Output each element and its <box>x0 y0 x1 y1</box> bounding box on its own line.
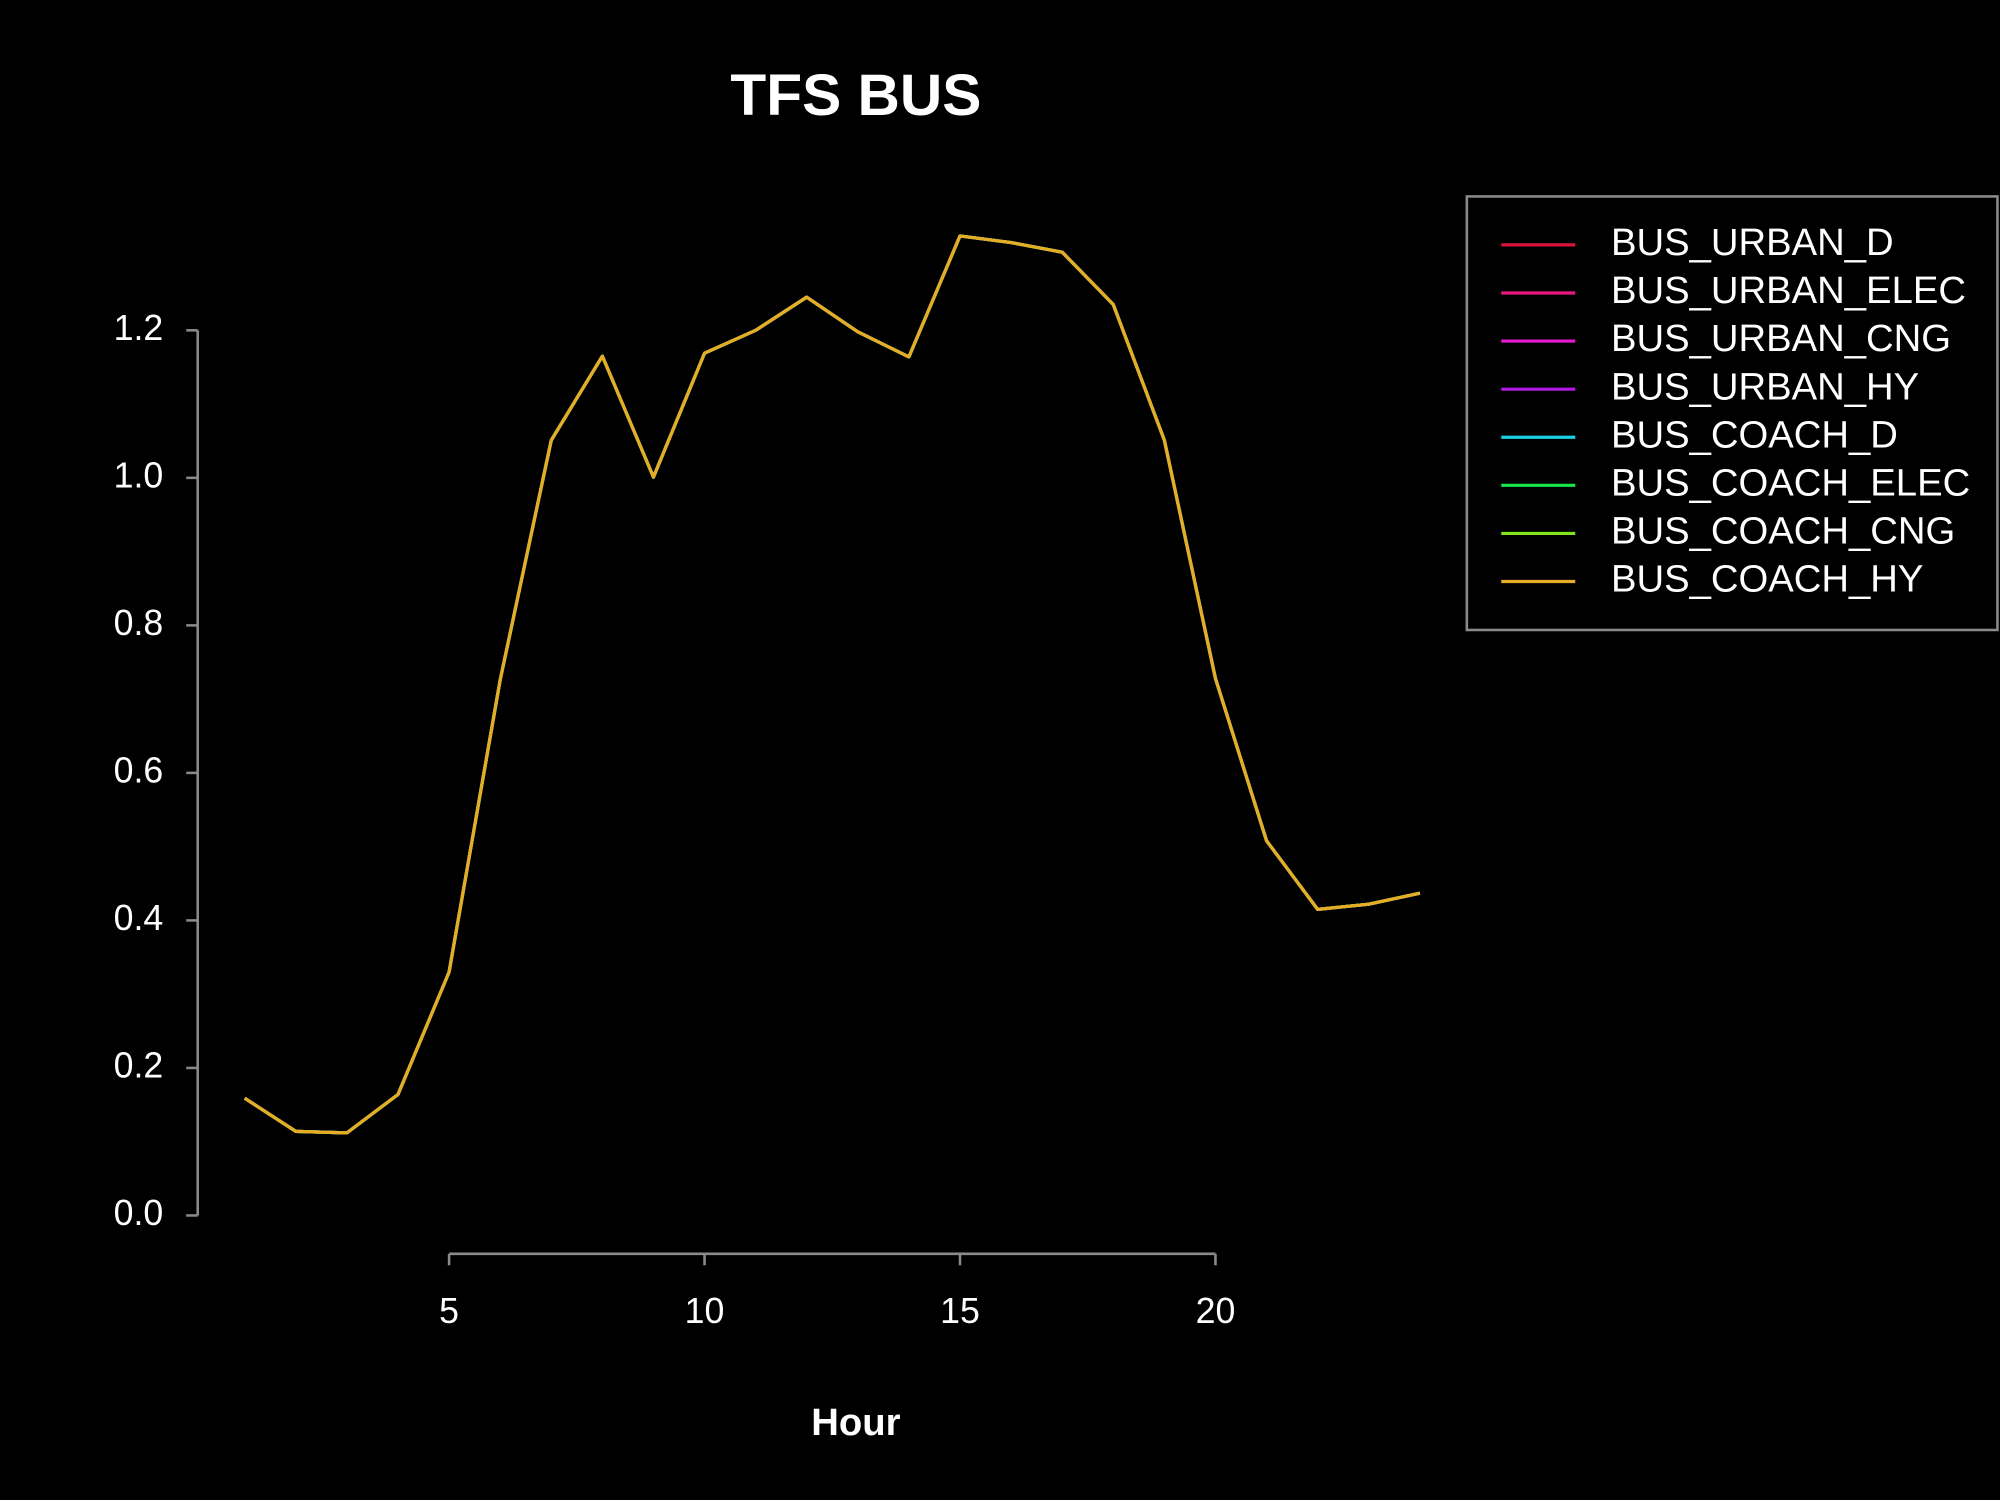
y-tick-label: 0.0 <box>114 1193 164 1233</box>
series-line <box>243 234 1421 1135</box>
y-tick-label: 1.0 <box>114 455 164 495</box>
y-tick-label: 0.4 <box>114 898 164 938</box>
series-line <box>243 234 1421 1135</box>
legend-label: BUS_COACH_CNG <box>1611 510 1955 553</box>
y-tick-label: 0.8 <box>114 603 164 643</box>
x-tick-label: 20 <box>1196 1291 1236 1331</box>
y-tick-label: 0.6 <box>114 750 164 790</box>
legend-label: BUS_URBAN_D <box>1611 221 1894 264</box>
chart-title: TFS BUS <box>730 63 981 128</box>
legend-box <box>1465 195 1999 632</box>
x-tick-label: 10 <box>685 1291 725 1331</box>
legend-label: BUS_COACH_ELEC <box>1611 461 1970 504</box>
legend-label: BUS_COACH_D <box>1611 413 1898 456</box>
legend-label: BUS_COACH_HY <box>1611 558 1923 601</box>
series-line <box>243 234 1421 1135</box>
legend-label: BUS_URBAN_CNG <box>1611 317 1951 360</box>
series-line <box>243 234 1421 1135</box>
series-line <box>243 234 1421 1135</box>
legend-label: BUS_URBAN_HY <box>1611 365 1919 408</box>
x-tick-label: 15 <box>940 1291 980 1331</box>
series-line <box>243 234 1421 1135</box>
y-tick-label: 1.2 <box>114 308 164 348</box>
legend-label: BUS_URBAN_ELEC <box>1611 269 1966 312</box>
series-line <box>243 234 1421 1135</box>
x-tick-label: 5 <box>439 1291 459 1331</box>
series-line <box>243 234 1421 1135</box>
y-tick-label: 0.2 <box>114 1045 164 1085</box>
x-axis-label: Hour <box>811 1401 900 1444</box>
